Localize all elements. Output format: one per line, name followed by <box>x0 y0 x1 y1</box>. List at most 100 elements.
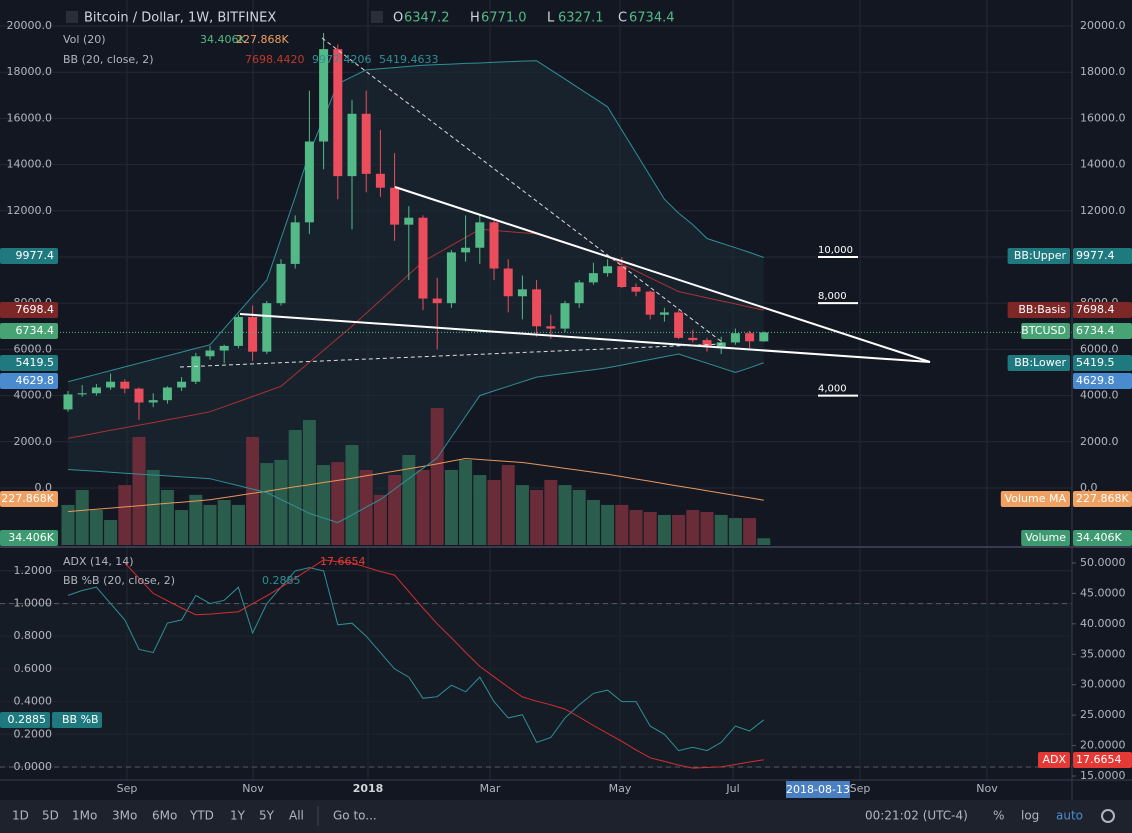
icon[interactable] <box>66 11 78 23</box>
volume-bar <box>444 469 458 545</box>
indicator-name[interactable]: BB (20, close, 2) <box>63 53 154 66</box>
badge-text: BB:Lower <box>1014 356 1066 369</box>
badge-text: 34.406K <box>1076 531 1122 544</box>
candle-body <box>63 394 73 410</box>
goto-button[interactable]: Go to... <box>333 809 377 823</box>
volume-bar <box>714 514 728 545</box>
badge-text: 34.406K <box>8 531 54 544</box>
candle-body <box>645 291 655 315</box>
option-button[interactable]: % <box>993 809 1004 823</box>
volume-bar <box>515 485 529 545</box>
badge-text: Volume <box>1025 531 1066 544</box>
y2-tick-label: 20.0000 <box>1080 739 1126 752</box>
volume-bar <box>104 520 118 545</box>
badge <box>1007 355 1070 371</box>
volume-bar <box>629 510 643 545</box>
badge-text: Volume MA <box>1005 492 1067 505</box>
candle-body <box>617 266 627 288</box>
y-tick-label: 20000.0 <box>7 19 53 32</box>
badge <box>1073 491 1132 507</box>
range-button[interactable]: 3Mo <box>112 809 137 823</box>
y-tick-label: 0.4000 <box>14 695 53 708</box>
candle-body <box>91 387 101 394</box>
candle-body <box>319 49 329 142</box>
range-button[interactable]: 6Mo <box>152 809 177 823</box>
badge <box>0 373 58 389</box>
candle-body <box>361 113 371 174</box>
option-button[interactable]: auto <box>1056 809 1083 823</box>
volume-bar <box>586 500 600 545</box>
x-tick-label: Nov <box>976 782 998 795</box>
settings-gear[interactable] <box>1101 809 1115 823</box>
volume-bar <box>743 518 757 545</box>
candle-body <box>375 173 385 188</box>
badge-text: BB:Basis <box>1018 303 1066 316</box>
ohlc-value: 6327.1 <box>558 11 604 26</box>
ohlc-key: O <box>393 11 403 26</box>
y-tick-label: 12000.0 <box>1080 204 1126 217</box>
volume-bar <box>175 510 189 545</box>
badge <box>1073 752 1132 768</box>
volume-bar <box>473 475 487 545</box>
volume-bar <box>487 479 501 545</box>
range-button[interactable]: 5D <box>42 809 59 823</box>
volume-bar <box>189 494 203 545</box>
badge <box>1000 491 1070 507</box>
volume-bar <box>118 485 132 545</box>
indicator-name[interactable]: BB %B (20, close, 2) <box>63 574 175 587</box>
ohlc-value: 6771.0 <box>481 11 527 26</box>
range-button[interactable]: All <box>289 809 304 823</box>
indicator-name[interactable]: Vol (20) <box>63 33 106 46</box>
y-tick-label: 18000.0 <box>1080 65 1126 78</box>
candle-body <box>432 298 442 304</box>
candle-body <box>503 268 513 297</box>
candle-body <box>759 332 769 342</box>
badge <box>0 491 58 507</box>
candle-body <box>162 387 172 401</box>
candle-body <box>489 222 499 269</box>
toolbar <box>0 800 1132 833</box>
range-button[interactable]: 1D <box>12 809 29 823</box>
bb-fill <box>68 60 764 523</box>
range-button[interactable]: 1Mo <box>72 809 97 823</box>
badge <box>1073 355 1132 371</box>
volume-bar <box>501 465 515 545</box>
badge <box>1007 248 1070 264</box>
volume-bar <box>601 504 615 545</box>
level-label: 10,000 <box>818 245 853 256</box>
adx-line <box>124 559 764 769</box>
badge-text: ADX <box>1042 753 1066 766</box>
candle-body <box>532 289 542 327</box>
bb-lower-line <box>67 353 764 524</box>
volume-bar <box>231 504 245 545</box>
indicator-value: 17.6654 <box>320 555 366 568</box>
volume-bar <box>288 430 302 545</box>
badge <box>0 248 58 264</box>
y-tick-label: 1.2000 <box>14 564 53 577</box>
volume-bar <box>217 500 231 545</box>
candle-body <box>702 340 712 348</box>
volume-bar <box>132 436 146 545</box>
candle-body <box>219 345 229 351</box>
symbol: Bitcoin / Dollar, 1W, BITFINEX <box>84 11 276 26</box>
bb-upper-line <box>67 60 764 383</box>
range-button[interactable]: 1Y <box>230 809 246 823</box>
range-button[interactable]: 5Y <box>259 809 275 823</box>
indicator-value: 227.868K <box>236 33 289 46</box>
option-button[interactable]: log <box>1021 809 1039 823</box>
icon[interactable] <box>371 11 383 23</box>
volume-bar <box>459 459 473 545</box>
candle-body <box>517 289 527 297</box>
candle-body <box>290 222 300 264</box>
range-button[interactable]: YTD <box>189 809 214 823</box>
badge <box>1073 373 1132 389</box>
indicator-name[interactable]: ADX (14, 14) <box>63 555 134 568</box>
y2-tick-label: 50.0000 <box>1080 556 1126 569</box>
volume-bar <box>657 514 671 545</box>
badge <box>1021 530 1070 546</box>
badge-text: 0.2885 <box>8 713 47 726</box>
volume-bar <box>402 455 416 545</box>
cursor-date-badge <box>786 781 850 798</box>
volume-bar <box>160 489 174 545</box>
bb-basis-line <box>67 228 764 439</box>
